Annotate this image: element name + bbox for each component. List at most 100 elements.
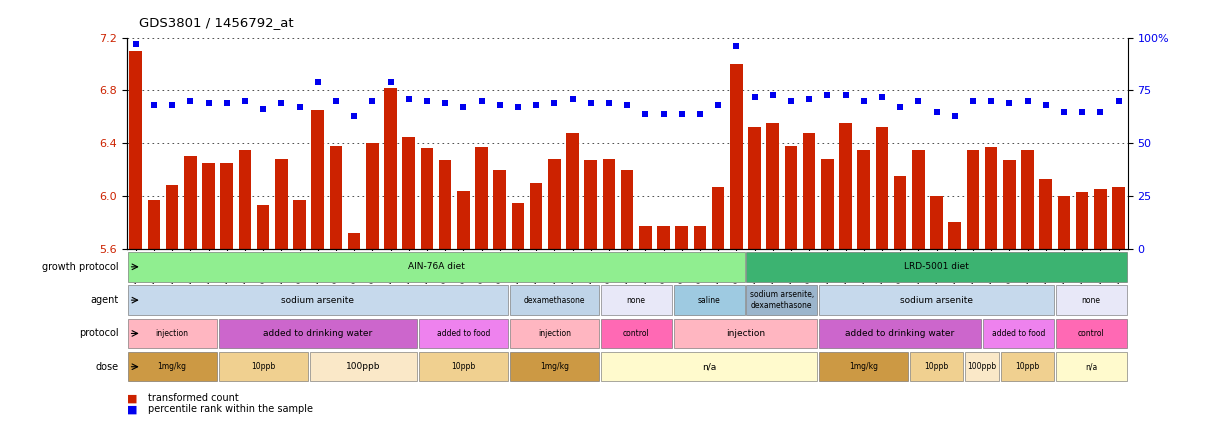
Point	[490, 102, 509, 109]
Bar	[1055, 352, 1126, 381]
Text: control: control	[622, 329, 650, 338]
Bar	[293, 200, 306, 249]
Bar	[510, 319, 599, 348]
Bar	[403, 137, 415, 249]
Point	[872, 93, 891, 100]
Bar	[1076, 192, 1089, 249]
Point	[581, 99, 601, 107]
Text: sodium arsenite: sodium arsenite	[281, 296, 355, 305]
Bar	[128, 319, 217, 348]
Bar	[1040, 179, 1052, 249]
Point	[145, 102, 164, 109]
Text: control: control	[1078, 329, 1105, 338]
Text: agent: agent	[90, 295, 118, 305]
Text: growth protocol: growth protocol	[42, 262, 118, 272]
Text: 1mg/kg: 1mg/kg	[849, 362, 878, 371]
Point	[727, 43, 747, 50]
Bar	[1112, 186, 1125, 249]
Point	[1072, 108, 1091, 115]
Bar	[347, 233, 361, 249]
Point	[708, 102, 727, 109]
Bar	[1058, 196, 1070, 249]
Point	[946, 112, 965, 119]
Point	[836, 91, 855, 98]
Point	[1108, 98, 1128, 105]
Point	[854, 98, 873, 105]
Bar	[418, 319, 508, 348]
Bar	[601, 352, 818, 381]
Bar	[912, 150, 925, 249]
Bar	[128, 252, 744, 281]
Bar	[657, 226, 669, 249]
Bar	[418, 352, 508, 381]
Bar	[747, 285, 818, 315]
Point	[1018, 98, 1037, 105]
Text: 10ppb: 10ppb	[924, 362, 949, 371]
Point	[890, 104, 909, 111]
Point	[599, 99, 619, 107]
Text: protocol: protocol	[80, 329, 118, 338]
Bar	[185, 156, 197, 249]
Bar	[529, 183, 543, 249]
Point	[527, 102, 546, 109]
Point	[417, 98, 437, 105]
Point	[199, 99, 218, 107]
Bar	[585, 160, 597, 249]
Bar	[548, 159, 561, 249]
Text: n/a: n/a	[702, 362, 716, 371]
Bar	[693, 226, 707, 249]
Point	[181, 98, 200, 105]
Text: injection: injection	[538, 329, 570, 338]
Text: n/a: n/a	[1085, 362, 1097, 371]
Point	[363, 98, 382, 105]
Text: 10ppb: 10ppb	[251, 362, 275, 371]
Text: added to drinking water: added to drinking water	[263, 329, 373, 338]
Bar	[1001, 352, 1054, 381]
Text: dose: dose	[95, 362, 118, 372]
Point	[763, 91, 783, 98]
Point	[235, 98, 254, 105]
Point	[964, 98, 983, 105]
Text: transformed count: transformed count	[148, 393, 239, 403]
Point	[1000, 99, 1019, 107]
Bar	[821, 159, 833, 249]
Text: added to food: added to food	[991, 329, 1046, 338]
Bar	[730, 64, 743, 249]
Bar	[983, 319, 1054, 348]
Bar	[1055, 285, 1126, 315]
Point	[217, 99, 236, 107]
Bar	[639, 226, 651, 249]
Bar	[257, 205, 269, 249]
Point	[927, 108, 947, 115]
Point	[654, 110, 673, 117]
Text: 100ppb: 100ppb	[346, 362, 380, 371]
Bar	[673, 319, 818, 348]
Bar	[566, 133, 579, 249]
Point	[345, 112, 364, 119]
Bar	[510, 285, 599, 315]
Bar	[475, 147, 488, 249]
Point	[308, 79, 327, 86]
Bar	[747, 252, 1126, 281]
Point	[453, 104, 473, 111]
Bar	[785, 146, 797, 249]
Point	[545, 99, 564, 107]
Point	[327, 98, 346, 105]
Bar	[803, 133, 815, 249]
Bar	[965, 352, 1000, 381]
Bar	[457, 190, 469, 249]
Point	[690, 110, 709, 117]
Bar	[165, 186, 178, 249]
Text: LRD-5001 diet: LRD-5001 diet	[904, 262, 968, 271]
Bar	[239, 150, 251, 249]
Bar	[819, 285, 1054, 315]
Bar	[221, 163, 233, 249]
Point	[781, 98, 801, 105]
Text: none: none	[1082, 296, 1101, 305]
Bar	[819, 319, 982, 348]
Bar	[601, 319, 672, 348]
Text: 1mg/kg: 1mg/kg	[540, 362, 569, 371]
Bar	[966, 150, 979, 249]
Bar	[129, 51, 142, 249]
Text: dexamethasone: dexamethasone	[523, 296, 585, 305]
